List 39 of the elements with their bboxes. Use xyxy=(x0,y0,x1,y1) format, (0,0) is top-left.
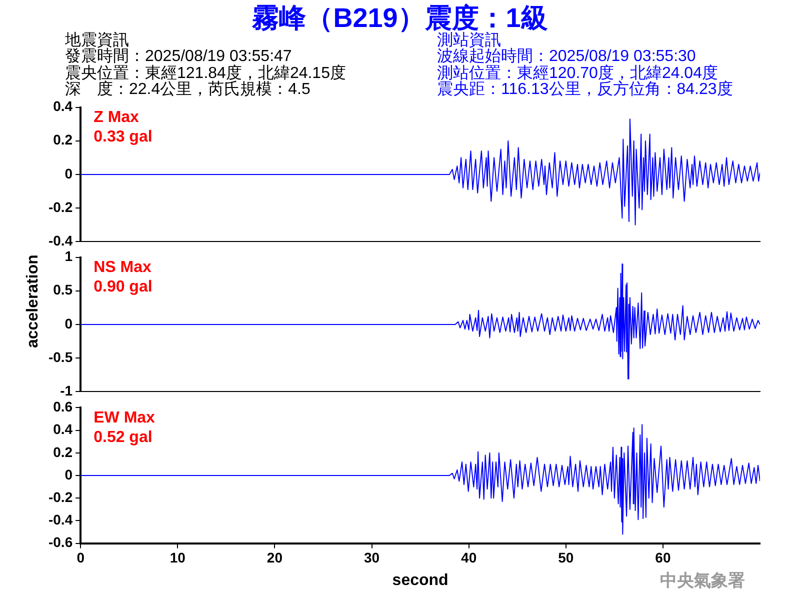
y-tick-label: 0 xyxy=(64,466,73,482)
text: 測站位置：東經120.70度，北緯24.04度 xyxy=(437,64,718,82)
annotation: NS Max 0.90 gal xyxy=(94,259,152,296)
x-tick-label: 50 xyxy=(558,550,574,566)
x-axis-title: second xyxy=(392,572,448,589)
y-tick-label: 0.2 xyxy=(53,132,73,148)
y-tick-label: -0.2 xyxy=(48,488,73,505)
text: 波線起始時間：2025/08/19 03:55:30 xyxy=(437,48,696,66)
y-tick-label: -0.4 xyxy=(48,512,73,528)
text: 震央位置：東經121.84度，北緯24.15度 xyxy=(65,64,346,82)
y-tick-label: 0.4 xyxy=(53,98,73,114)
y-tick-label: -1 xyxy=(60,382,73,398)
y-tick-label: 0.4 xyxy=(53,421,73,438)
y-tick-label: 0.2 xyxy=(53,444,73,460)
x-tick-label: 60 xyxy=(655,550,671,566)
x-tick-label: 0 xyxy=(76,550,85,566)
x-tick-label: 10 xyxy=(170,550,186,566)
text: 地震資訊 xyxy=(65,32,129,49)
x-tick-label: 30 xyxy=(364,550,380,566)
text: 深 度：22.4公里，芮氏規模：4.5 xyxy=(65,80,310,98)
y-tick-label: -0.2 xyxy=(48,198,73,215)
y-tick-label: 0.5 xyxy=(53,282,73,298)
y-tick-label: 0.6 xyxy=(53,398,73,415)
y-tick-label: 0 xyxy=(64,315,73,332)
text: 測站資訊 xyxy=(437,32,501,49)
y-tick-label: 1 xyxy=(64,248,73,264)
annotation: EW Max 0.52 gal xyxy=(94,410,156,446)
y-tick-label: -0.6 xyxy=(48,534,73,550)
chart-title: 霧峰（B219）震度：1級 xyxy=(252,3,548,33)
y-tick-label: -0.5 xyxy=(48,348,73,365)
annotation: Z Max 0.33 gal xyxy=(94,109,152,146)
text: 發震時間：2025/08/19 03:55:47 xyxy=(65,48,292,66)
y-tick-label: -0.4 xyxy=(48,232,73,248)
text: 震央距：116.13公里，反方位角：84.23度 xyxy=(437,80,733,98)
text: 中央氣象署 xyxy=(660,570,745,592)
x-tick-label: 40 xyxy=(461,550,477,566)
y-axis-title: acceleration xyxy=(24,254,42,348)
x-tick-label: 20 xyxy=(266,550,283,566)
y-tick-label: 0 xyxy=(64,165,73,182)
